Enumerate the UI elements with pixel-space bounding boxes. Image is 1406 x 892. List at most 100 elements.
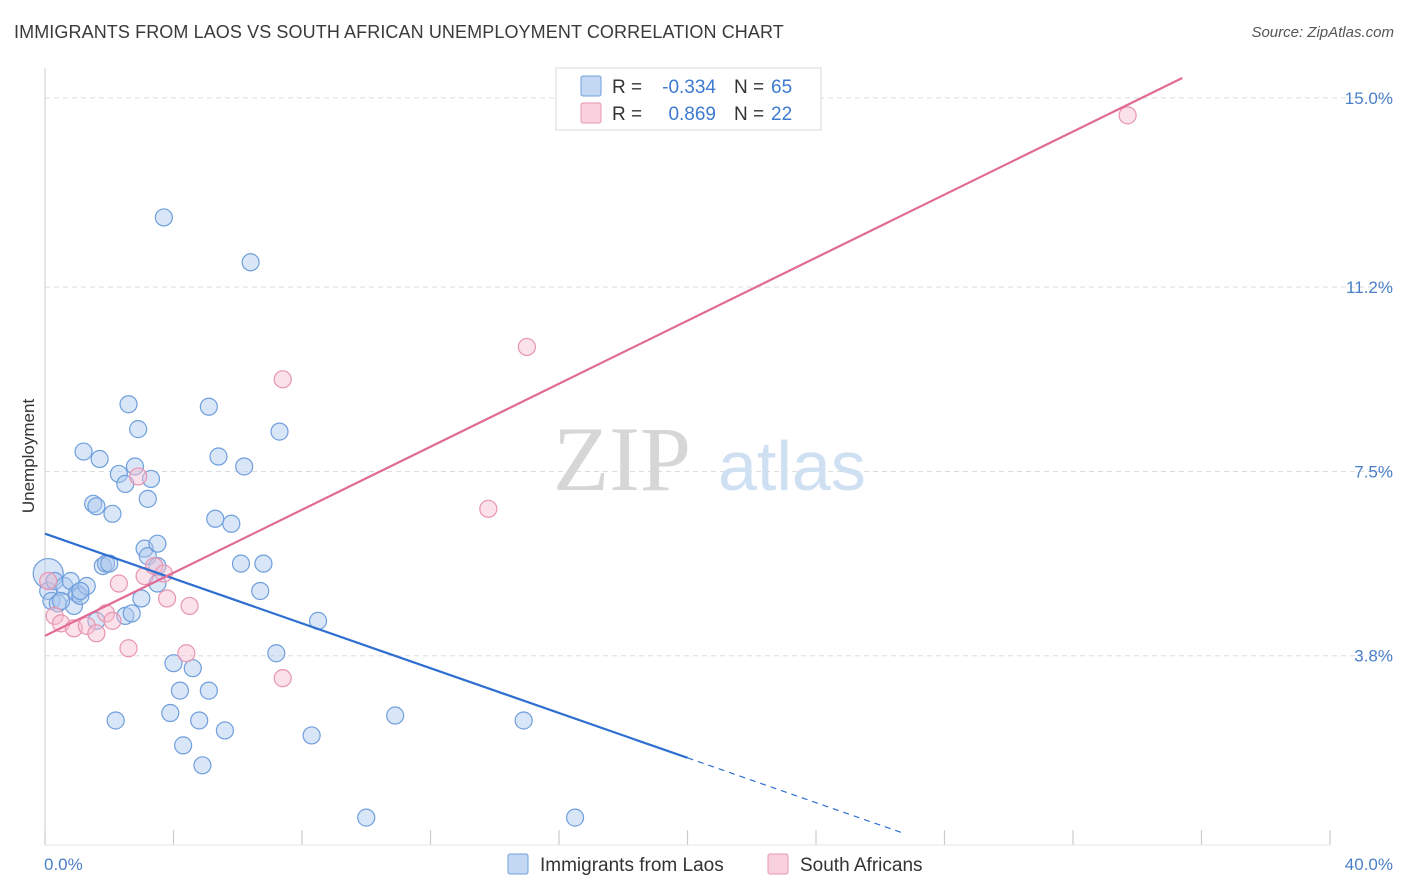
- data-point: [517, 337, 536, 357]
- legend-n-value-1: 65: [771, 77, 792, 98]
- data-point: [206, 509, 225, 528]
- data-point: [125, 457, 145, 476]
- data-point: [74, 442, 93, 461]
- watermark-zip: ZIP: [553, 408, 691, 510]
- data-point: [1118, 106, 1137, 125]
- data-point: [138, 489, 157, 508]
- data-point: [273, 370, 292, 389]
- data-point: [241, 253, 260, 272]
- data-point: [122, 604, 141, 623]
- y-tick-label: 11.2%: [1346, 278, 1393, 297]
- data-point: [154, 208, 173, 227]
- y-tick-label: 3.8%: [1354, 647, 1393, 666]
- y-axis-title: Unemployment: [19, 399, 38, 514]
- trend-lines: [44, 77, 1183, 834]
- legend-n-value-2: 22: [771, 104, 792, 125]
- data-point: [193, 756, 212, 775]
- data-point: [157, 589, 177, 608]
- legend-r-label-1: R =: [612, 77, 642, 98]
- series-south-africans: [39, 106, 1137, 688]
- x-tick-label: 0.0%: [44, 855, 83, 874]
- series-immigrants-from-laos: [32, 208, 585, 827]
- watermark: ZIP atlas: [553, 408, 866, 510]
- data-point: [177, 644, 196, 663]
- data-point: [109, 574, 128, 593]
- data-point: [235, 457, 254, 476]
- legend-swatch-pink: [580, 102, 602, 124]
- data-point: [77, 616, 96, 635]
- legend-r-value-1: -0.334: [662, 77, 716, 98]
- data-point: [357, 808, 376, 827]
- correlation-legend: R = -0.334 N = 65 R = 0.869 N = 22: [555, 67, 822, 131]
- data-point: [39, 571, 58, 591]
- data-point: [106, 711, 125, 730]
- watermark-atlas: atlas: [718, 427, 866, 505]
- data-point: [231, 554, 251, 573]
- legend-r-value-2: 0.869: [668, 104, 716, 125]
- data-point: [103, 611, 122, 630]
- data-point: [109, 464, 128, 484]
- data-point: [254, 554, 273, 573]
- data-point: [148, 534, 167, 553]
- data-point: [199, 397, 218, 416]
- data-point: [32, 557, 64, 590]
- data-point: [87, 497, 106, 516]
- data-point: [209, 447, 228, 466]
- data-point: [164, 654, 183, 673]
- data-point: [273, 669, 292, 688]
- data-point: [90, 449, 109, 469]
- data-point: [45, 606, 64, 625]
- x-tick-label: 40.0%: [1345, 855, 1393, 874]
- data-point: [68, 584, 87, 603]
- data-point: [129, 420, 148, 439]
- legend-n-label-2: N =: [734, 104, 764, 125]
- data-point: [170, 681, 190, 700]
- data-point: [270, 422, 289, 441]
- trend-line-extension: [687, 757, 903, 834]
- trend-line-immigrants-from-laos: [44, 532, 688, 759]
- legend-r-label-2: R =: [612, 104, 642, 125]
- legend-n-label-1: N =: [734, 77, 764, 98]
- grid: [45, 97, 1395, 657]
- data-point: [87, 611, 106, 630]
- data-point: [222, 514, 241, 533]
- data-point: [479, 499, 498, 518]
- data-point: [129, 467, 148, 486]
- bottom-legend-swatch-pink: [767, 853, 789, 875]
- bottom-legend-swatch-blue: [507, 853, 529, 875]
- data-point: [215, 721, 234, 740]
- data-point: [119, 639, 138, 658]
- data-point: [514, 711, 533, 730]
- bottom-legend-label-1: Immigrants from Laos: [540, 855, 724, 876]
- bottom-legend-label-2: South Africans: [800, 855, 923, 876]
- data-point: [87, 624, 106, 643]
- data-point: [199, 681, 218, 700]
- trend-line-south-africans: [44, 77, 1183, 637]
- data-point: [174, 736, 193, 755]
- y-tick-label: 15.0%: [1345, 89, 1393, 108]
- tick-labels: 3.8% 7.5% 11.2% 15.0% 0.0% 40.0%: [44, 89, 1393, 874]
- data-point: [161, 703, 180, 723]
- series-legend: Immigrants from Laos South Africans: [507, 853, 923, 876]
- data-point: [138, 547, 157, 566]
- data-point: [565, 808, 585, 827]
- data-point: [302, 726, 321, 745]
- data-point: [267, 644, 286, 663]
- data-point: [132, 589, 151, 608]
- y-tick-label: 7.5%: [1354, 462, 1393, 481]
- chart-title: IMMIGRANTS FROM LAOS VS SOUTH AFRICAN UN…: [14, 22, 784, 42]
- legend-swatch-blue: [580, 75, 602, 97]
- axes: [44, 68, 1331, 846]
- data-point: [84, 494, 103, 513]
- data-point: [45, 571, 64, 591]
- data-point: [251, 581, 270, 601]
- source-label: Source: ZipAtlas.com: [1251, 24, 1394, 41]
- data-point: [180, 596, 199, 616]
- data-point: [119, 395, 138, 414]
- data-point: [190, 711, 209, 730]
- data-point: [386, 706, 405, 725]
- data-point: [71, 586, 90, 606]
- data-point: [103, 504, 122, 523]
- data-point: [71, 581, 90, 601]
